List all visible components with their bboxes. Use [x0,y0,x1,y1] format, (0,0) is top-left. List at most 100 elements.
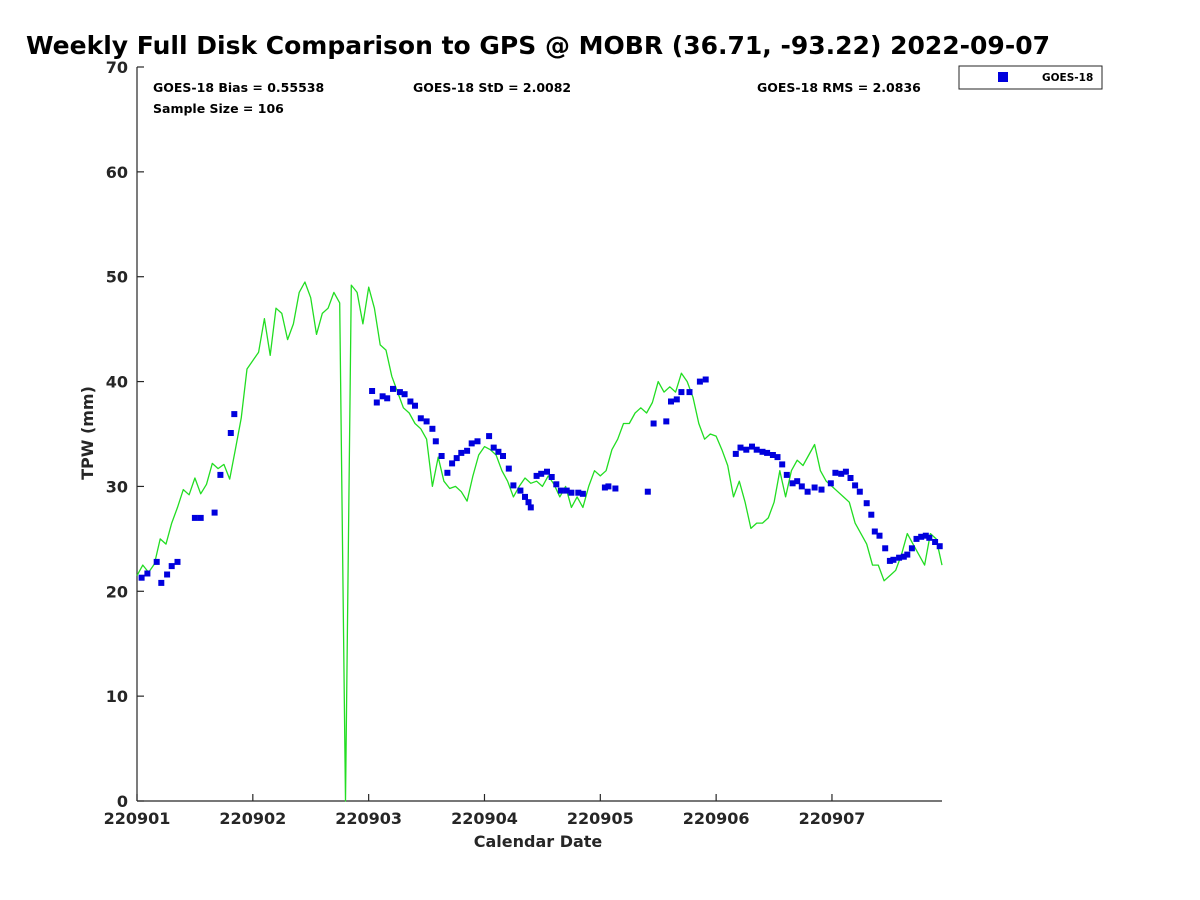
std-stat: GOES-18 StD = 2.0082 [413,80,571,95]
goes18-point [449,460,456,467]
goes18-point [737,444,744,451]
goes18-point [579,490,586,497]
goes18-point [847,475,854,481]
goes18-point [158,579,165,586]
goes18-point [650,420,657,427]
goes18-point [517,487,524,494]
goes18-point [144,570,151,577]
goes18-point [913,535,920,542]
goes18-point [384,395,391,402]
goes18-point [464,447,471,454]
goes18-point [197,514,204,521]
y-tick-label: 0 [117,792,128,811]
goes18-point [553,481,560,488]
goes18-point [696,378,703,385]
goes18-point [500,453,506,459]
goes18-point [871,528,878,535]
plot-area: 0 10 20 30 40 50 60 70 220901 220902 220903 220904… [104,58,943,828]
goes18-point [936,543,943,550]
goes18-point [804,488,811,495]
goes18-point [174,558,181,565]
goes18-point [417,415,424,422]
sample-size-stat: Sample Size = 106 [153,101,284,116]
goes18-point [527,504,534,511]
goes18-point [468,440,475,447]
goes18-point [444,469,451,476]
goes18-point [525,499,532,506]
goes18-point [798,483,805,490]
rms-stat: GOES-18 RMS = 2.0836 [757,80,921,95]
goes18-point [663,418,670,425]
y-tick-label: 10 [106,687,128,706]
goes18-point [373,399,380,406]
goes18-point [568,489,575,496]
x-tick-label: 220903 [335,809,402,828]
goes18-point [401,391,408,398]
goes18-point [904,551,911,558]
y-ticks: 0 10 20 30 40 50 60 70 [106,58,144,811]
series-gps [136,281,943,802]
goes18-point [882,545,889,552]
goes18-point [908,545,915,552]
y-axis-label: TPW (mm) [78,386,97,480]
goes18-point [474,438,481,445]
goes18-point [863,500,870,507]
goes18-point [926,534,933,541]
goes18-point [932,539,939,545]
goes18-point [563,487,570,494]
goes18-point [783,471,790,478]
goes18-point [922,532,929,539]
goes18-point [557,487,564,494]
goes18-point [217,471,224,478]
x-tick-label: 220906 [683,809,750,828]
goes18-point [794,478,801,485]
x-tick-label: 220904 [451,809,518,828]
goes18-point [495,448,502,455]
goes18-point [407,398,414,405]
goes18-point [644,488,651,495]
goes18-point [686,389,693,396]
goes18-point [605,483,612,490]
goes18-point [886,557,893,564]
goes18-point [827,480,834,487]
goes18-point [231,411,238,418]
goes18-point [890,556,897,563]
goes18-point [379,393,386,400]
goes18-point [842,468,849,475]
x-tick-label: 220902 [219,809,286,828]
goes18-point [412,402,418,409]
x-ticks: 220901 220902 220903 220904 220905 220906 2209… [104,794,865,828]
goes18-point [678,389,685,396]
series-goes18 [138,376,943,586]
goes18-point [538,470,545,477]
goes18-point [918,533,925,540]
goes18-point [852,482,859,489]
goes18-point [749,443,755,450]
goes18-point [429,425,436,432]
goes18-point [732,450,739,457]
goes18-point [227,430,234,436]
goes18-point [138,574,145,581]
y-tick-label: 20 [106,582,128,601]
goes18-point [153,558,160,565]
goes18-point [453,455,460,462]
goes18-point [818,486,825,493]
goes18-point [838,470,845,477]
goes18-point [811,484,818,491]
goes18-point [612,485,619,492]
y-tick-label: 40 [106,373,128,392]
goes18-point [191,514,198,521]
goes18-point [164,571,171,578]
gps-line [136,281,943,802]
goes18-point [779,461,786,468]
goes18-point [548,474,555,480]
goes18-point [896,554,903,561]
goes18-point [575,489,582,496]
y-tick-label: 30 [106,477,128,496]
goes18-point [432,438,439,445]
goes18-point [702,376,709,383]
legend-marker-goes18 [998,72,1008,82]
goes18-point [900,553,907,560]
y-tick-label: 70 [106,58,128,77]
